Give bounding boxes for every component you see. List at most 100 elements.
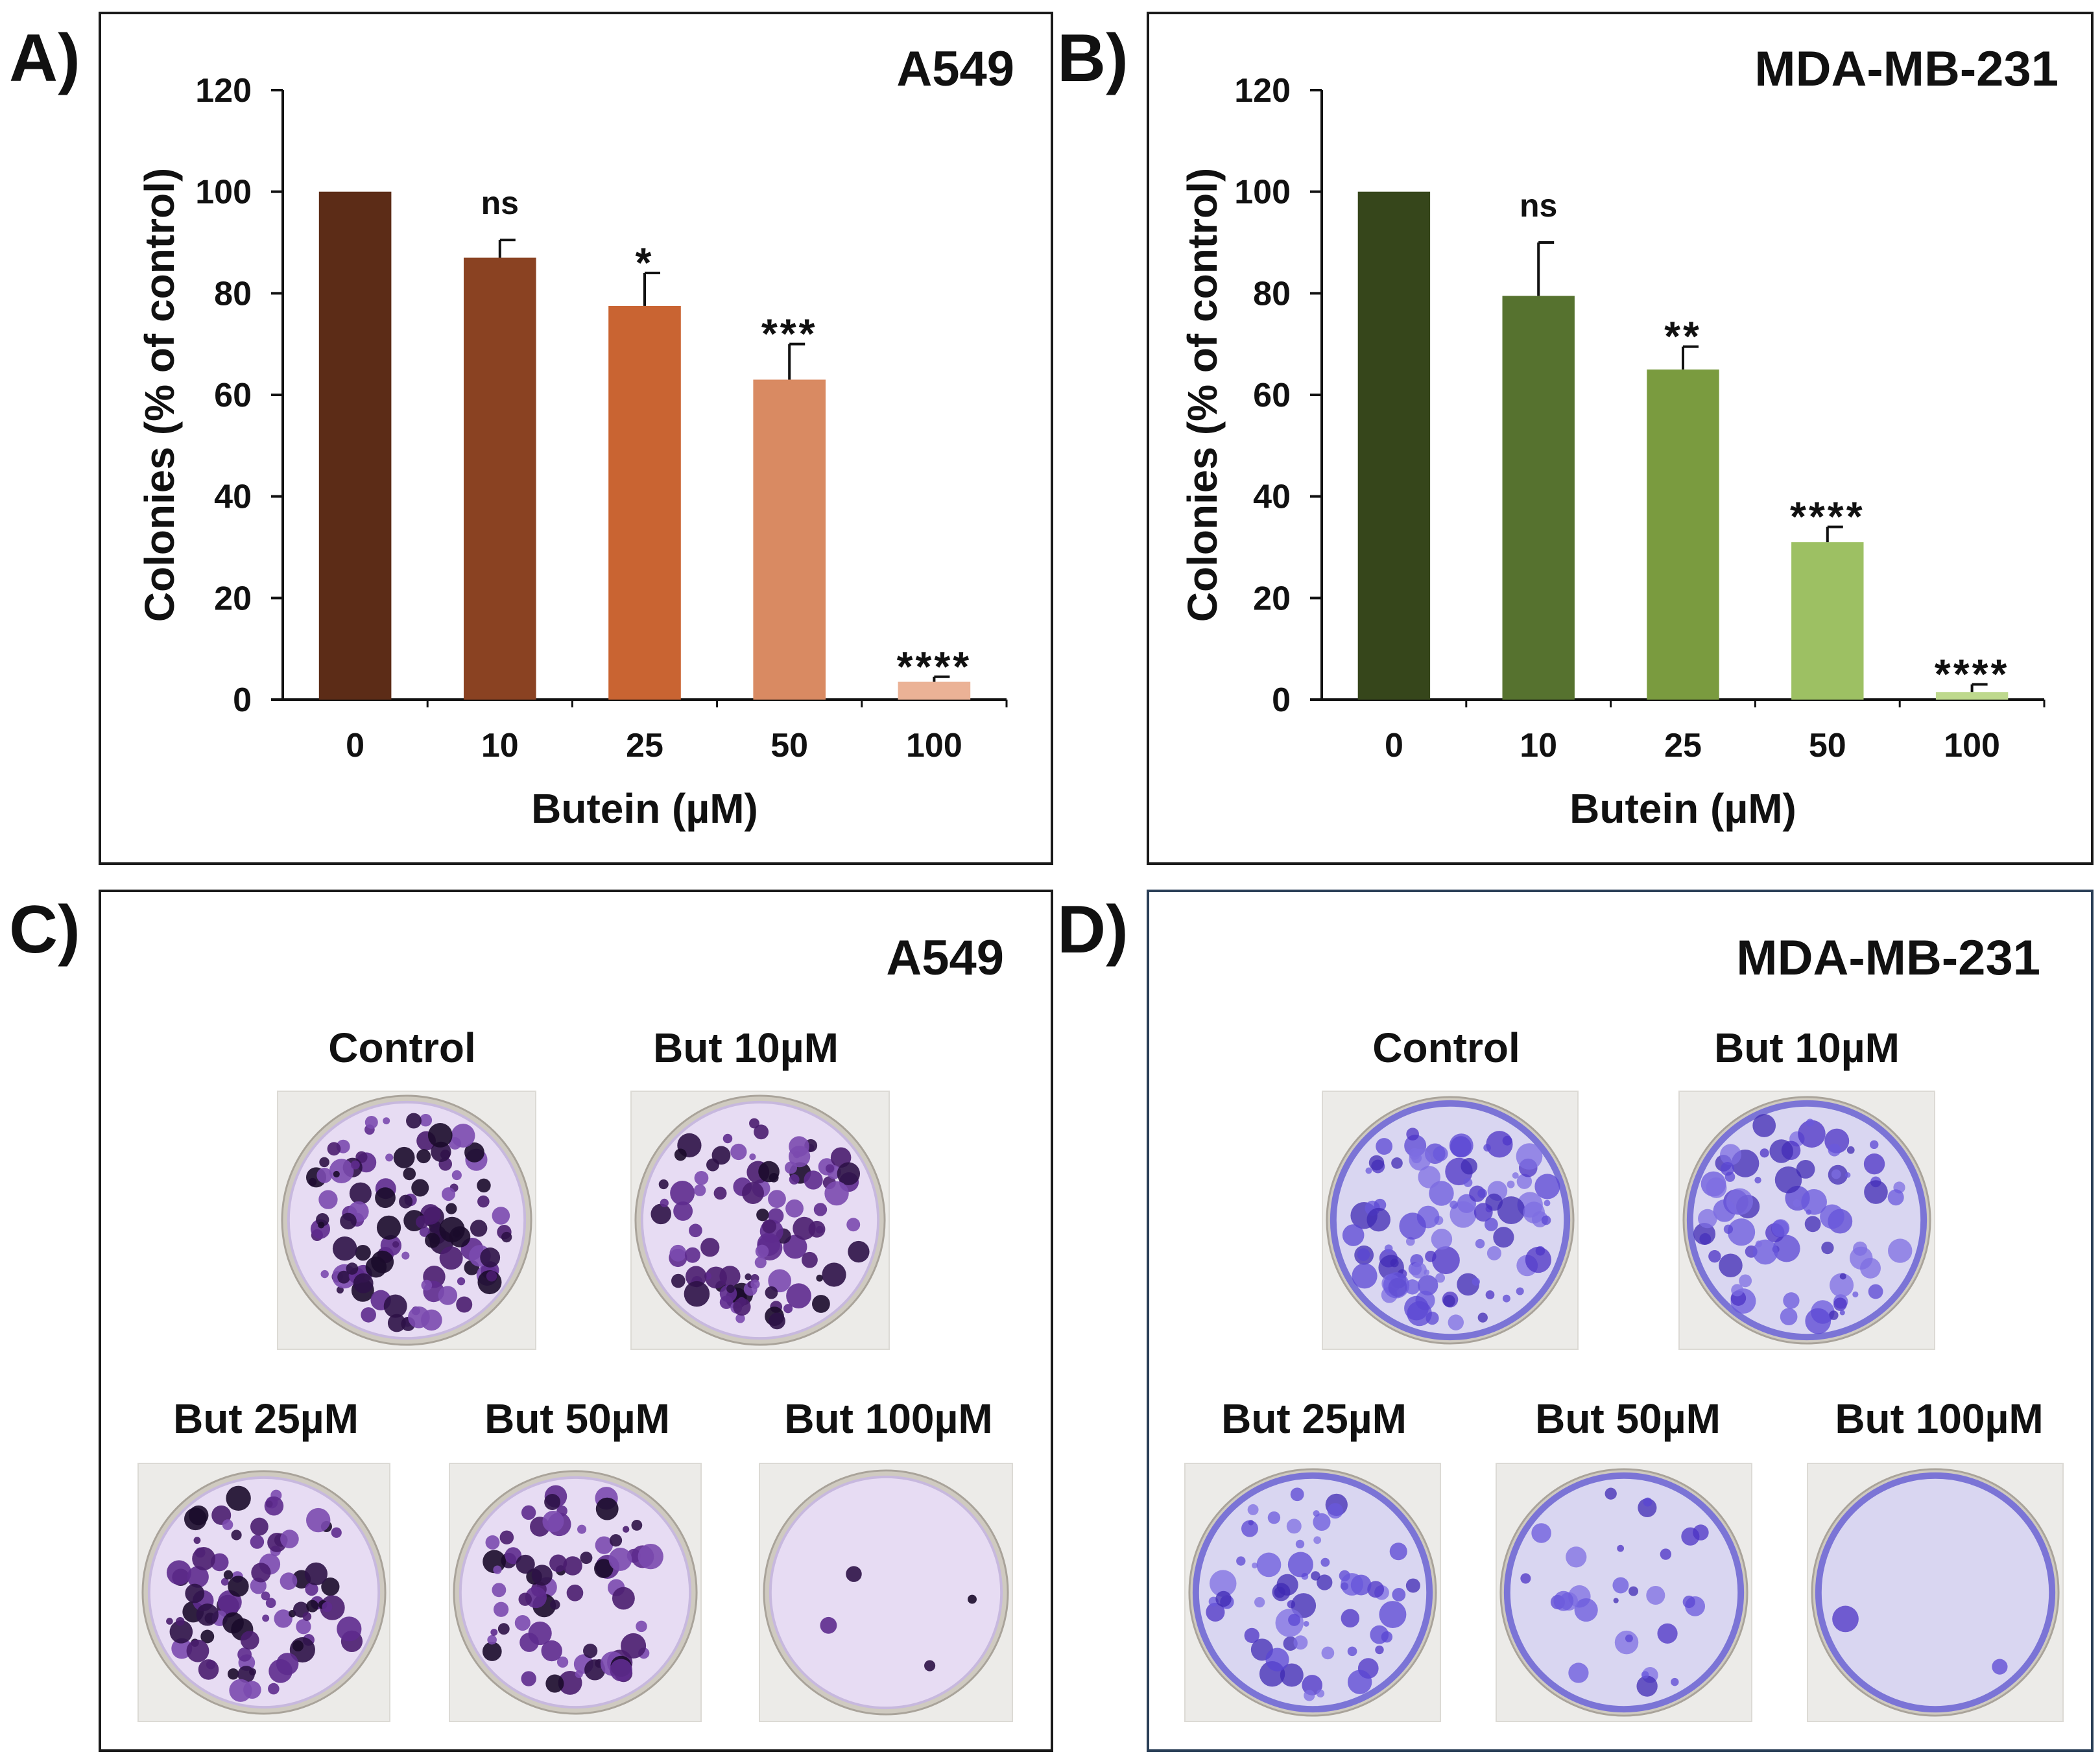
colony <box>322 1601 333 1613</box>
colony <box>262 1614 270 1622</box>
colony <box>650 1203 672 1225</box>
colony <box>305 1582 318 1596</box>
colony <box>837 1162 861 1185</box>
plate-a549-but100 <box>759 1463 1013 1722</box>
colony <box>580 1552 593 1565</box>
colony <box>820 1616 837 1634</box>
colony <box>812 1295 830 1313</box>
colony <box>306 1600 319 1613</box>
colony <box>768 1190 786 1209</box>
colony <box>1617 1544 1625 1552</box>
colony <box>1531 1523 1551 1543</box>
y-tick-label: 100 <box>1234 174 1291 211</box>
colony <box>166 1618 173 1625</box>
colony <box>1486 1246 1501 1260</box>
colony <box>425 1233 440 1248</box>
colony <box>1846 1146 1855 1154</box>
significance-label: ns <box>1520 187 1557 224</box>
colony <box>804 1170 823 1190</box>
colony <box>185 1583 205 1603</box>
colony <box>594 1559 614 1578</box>
colony <box>355 1244 371 1261</box>
colony <box>608 1548 632 1571</box>
significance-label: * <box>636 239 654 286</box>
colony <box>1832 1605 1859 1633</box>
x-tick-label: 50 <box>770 727 808 764</box>
plate-label-a549-control: Control <box>328 1024 476 1071</box>
colony <box>1727 1218 1756 1246</box>
plate-label-mda-but25: But 25µM <box>1221 1395 1407 1442</box>
colony <box>1682 1595 1695 1609</box>
colony <box>1418 1166 1440 1188</box>
colony <box>1418 1275 1438 1295</box>
plate-mda-control <box>1322 1091 1579 1350</box>
colony <box>1276 1574 1298 1596</box>
colony <box>1295 1539 1305 1549</box>
colony <box>1613 1598 1619 1603</box>
colony <box>1347 1670 1372 1694</box>
colony <box>1726 1188 1753 1215</box>
colony <box>924 1660 936 1672</box>
colony <box>318 1222 325 1229</box>
colony <box>754 1257 767 1269</box>
colony <box>1660 1548 1672 1560</box>
colony <box>542 1510 564 1533</box>
y-tick-label: 20 <box>1253 580 1291 617</box>
colony <box>321 1578 340 1596</box>
y-tick-label: 80 <box>214 275 252 313</box>
colony <box>371 1250 394 1273</box>
colony <box>492 1207 510 1225</box>
colony <box>1475 1238 1485 1249</box>
colony <box>375 1187 396 1209</box>
colony <box>1366 1207 1390 1232</box>
plate-a549-but50 <box>449 1463 702 1722</box>
colony <box>1888 1238 1913 1263</box>
colony <box>198 1659 219 1680</box>
colony <box>693 1184 706 1196</box>
colony <box>318 1190 338 1209</box>
colony <box>583 1644 598 1659</box>
colony <box>968 1594 977 1604</box>
colony <box>1771 1219 1790 1237</box>
colony <box>237 1666 255 1683</box>
x-tick-label: 50 <box>1809 727 1846 764</box>
colony <box>221 1578 229 1586</box>
significance-label: **** <box>897 643 972 690</box>
colony <box>419 1226 430 1237</box>
colony <box>733 1298 751 1316</box>
colony <box>1870 1140 1879 1150</box>
colony <box>825 1164 835 1173</box>
colony <box>1327 1503 1343 1519</box>
colony <box>451 1124 475 1148</box>
colony <box>383 1117 390 1125</box>
x-tick-label: 0 <box>346 727 364 764</box>
bar <box>318 191 392 700</box>
colony <box>250 1517 268 1536</box>
colony <box>186 1639 209 1662</box>
colony <box>1320 1557 1330 1567</box>
colony <box>477 1178 491 1193</box>
colony <box>346 1262 359 1275</box>
y-tick-label: 100 <box>195 174 252 211</box>
colony <box>243 1681 261 1699</box>
colony <box>1693 1223 1716 1245</box>
colony <box>411 1179 429 1197</box>
colony <box>1806 1118 1815 1127</box>
colony <box>361 1307 376 1323</box>
colony <box>264 1496 284 1516</box>
panel-d-frame: MDA-MB-231 <box>1147 890 2094 1752</box>
plate-label-mda-but50: But 50µM <box>1535 1395 1721 1442</box>
plate-label-mda-but100: But 100µM <box>1835 1395 2044 1442</box>
panel-c-frame: A549 <box>99 890 1053 1752</box>
colony <box>1566 1546 1587 1568</box>
colony <box>1206 1602 1225 1622</box>
colony <box>482 1642 502 1661</box>
colony <box>393 1146 415 1168</box>
colony <box>1646 1585 1665 1605</box>
plate-a549-control <box>277 1091 536 1350</box>
colony <box>416 1215 429 1229</box>
y-tick-label: 40 <box>1253 479 1291 516</box>
colony <box>566 1584 584 1601</box>
colony <box>449 1226 471 1247</box>
